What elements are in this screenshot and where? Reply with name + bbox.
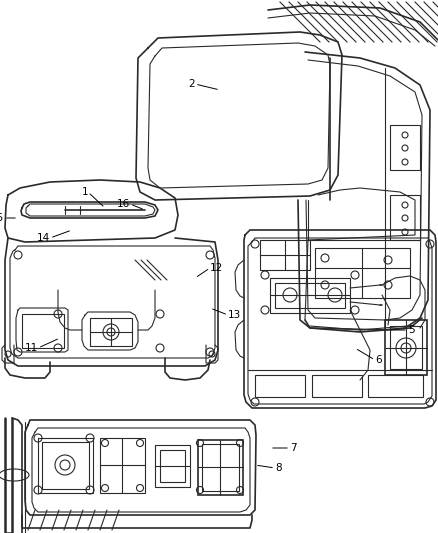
Text: 5: 5 (408, 325, 415, 335)
Bar (368, 375, 423, 397)
Bar (42, 442, 89, 489)
Bar (390, 125, 420, 170)
Text: 15: 15 (0, 213, 4, 223)
Bar (100, 438, 145, 493)
Bar (270, 278, 350, 313)
Bar (260, 240, 310, 270)
Bar (312, 375, 362, 397)
Text: 8: 8 (275, 463, 282, 473)
Bar (390, 195, 420, 240)
Bar (390, 326, 422, 369)
Bar (22, 314, 64, 348)
Bar (198, 440, 243, 495)
Text: 12: 12 (210, 263, 223, 273)
Bar (255, 375, 305, 397)
Bar (38, 438, 93, 493)
Text: 16: 16 (117, 199, 130, 209)
Bar (315, 248, 410, 298)
Text: 1: 1 (81, 187, 88, 197)
Text: 2: 2 (188, 79, 195, 89)
Bar (202, 444, 239, 491)
Text: 13: 13 (228, 310, 241, 320)
Bar (385, 320, 427, 375)
Bar (90, 318, 132, 346)
Bar (275, 283, 345, 308)
Bar (155, 445, 190, 487)
Text: 11: 11 (25, 343, 38, 353)
Text: 6: 6 (375, 355, 381, 365)
Text: 14: 14 (37, 233, 50, 243)
Text: 7: 7 (290, 443, 297, 453)
Bar (160, 450, 185, 482)
